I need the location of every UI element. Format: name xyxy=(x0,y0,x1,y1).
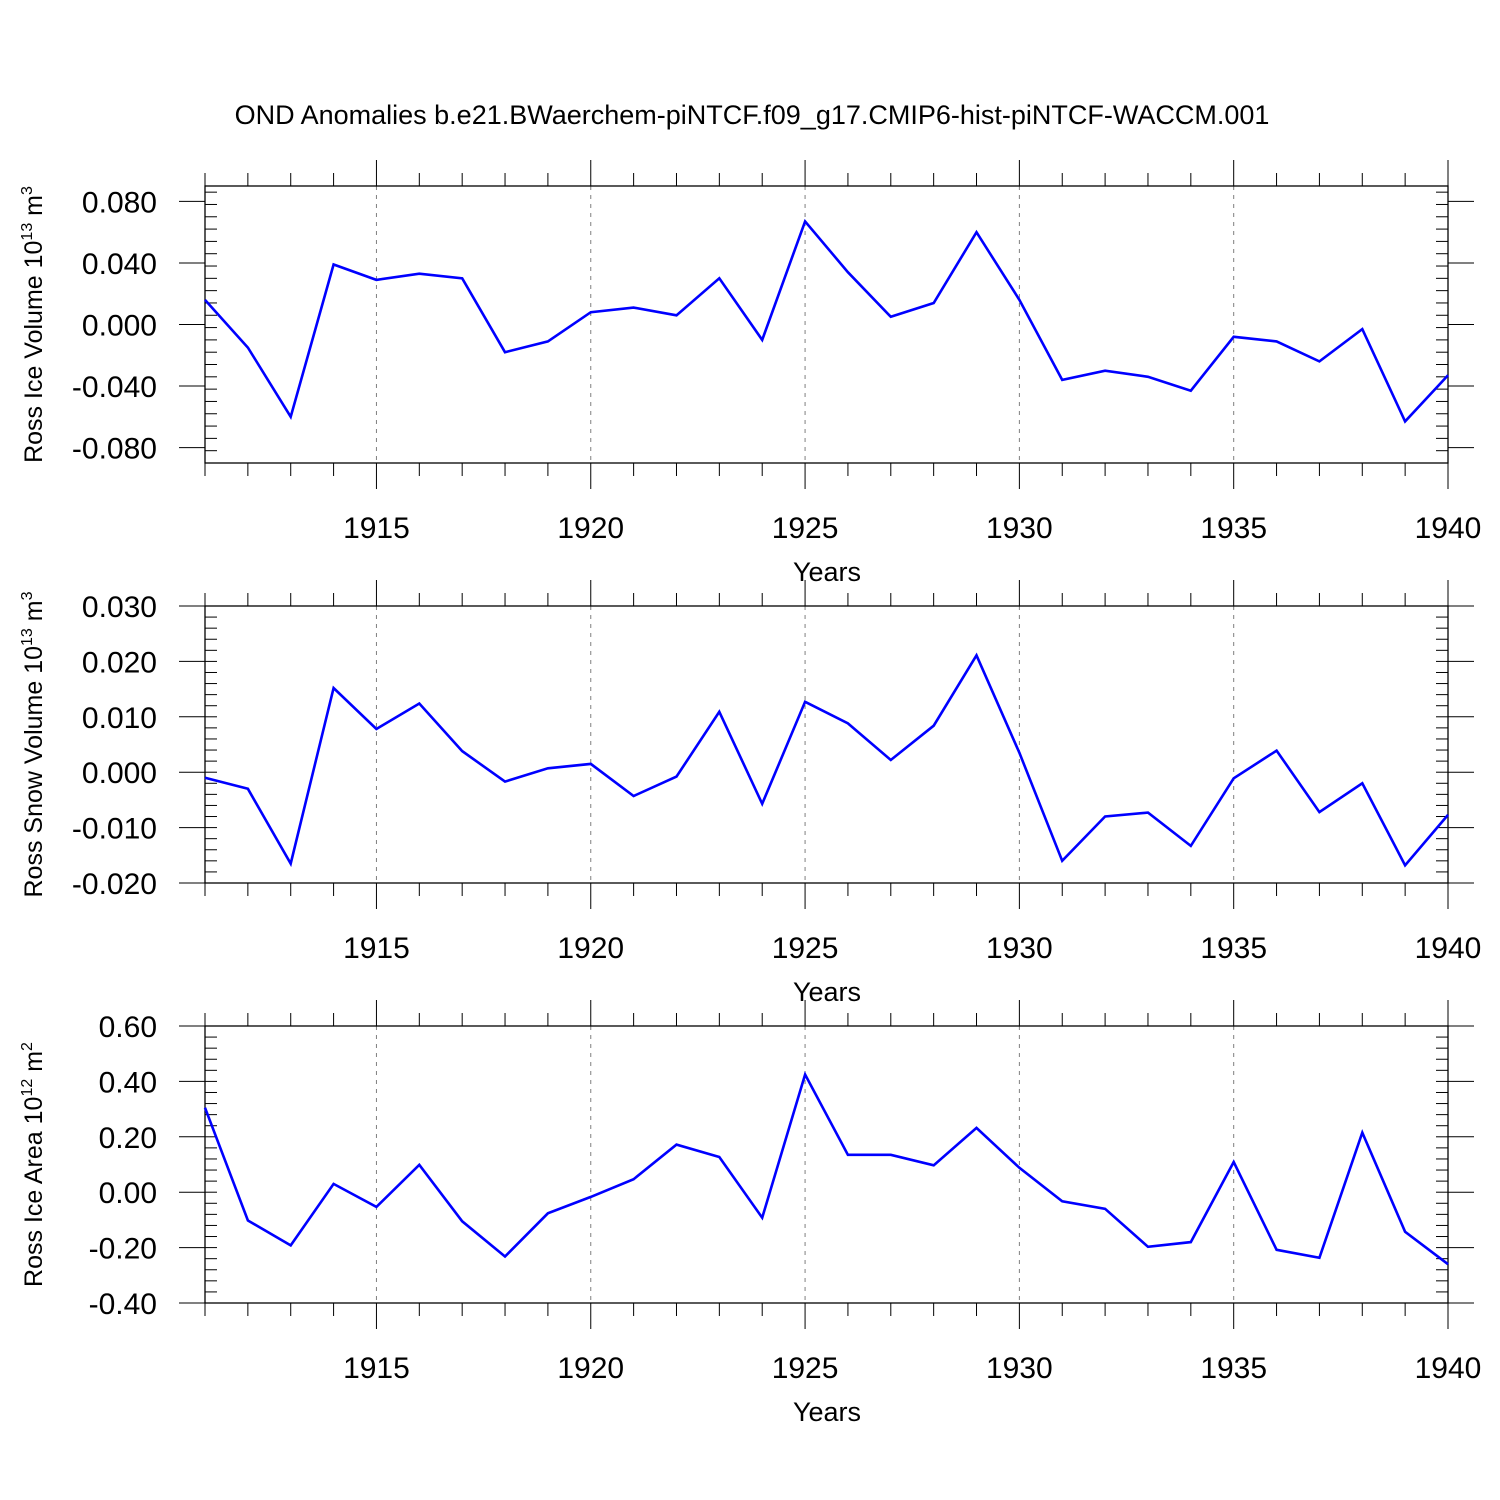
x-tick-label: 1930 xyxy=(986,932,1053,965)
y-axis-label-unit-exponent: 2 xyxy=(19,1042,36,1051)
x-tick-label: 1915 xyxy=(343,1352,410,1385)
y-tick-label: -0.040 xyxy=(72,371,157,404)
panel-1: -0.080 -0.040 0.000 0.040 0.080 1915 1920 1925 1… xyxy=(19,160,1481,587)
series-line-1 xyxy=(204,218,1449,424)
y-tick-label: 0.000 xyxy=(82,757,157,790)
y-axis-label-exponent: 12 xyxy=(19,1079,36,1097)
panel-2: -0.020 -0.010 0.000 0.010 0.020 0.030 1915 1920… xyxy=(19,580,1481,1007)
plot-frame xyxy=(204,1025,1449,1304)
y-tick-label: 0.040 xyxy=(82,248,157,281)
x-axis-label: Years xyxy=(793,1397,861,1427)
panels: -0.080 -0.040 0.000 0.040 0.080 1915 1920 1925 1… xyxy=(19,160,1481,1427)
x-tick-label: 1925 xyxy=(772,932,839,965)
y-tick-label: -0.080 xyxy=(72,433,157,466)
plot-frame xyxy=(204,185,1449,464)
y-axis-label-text: Ross Snow Volume 10 xyxy=(20,646,48,898)
x-tick-label: 1920 xyxy=(557,512,624,545)
y-tick-label: 0.010 xyxy=(82,702,157,735)
y-axis-label: Ross Ice Volume 1013 m3 xyxy=(19,186,48,463)
x-tick-label: 1925 xyxy=(772,1352,839,1385)
series-line-1 xyxy=(204,652,1449,868)
y-tick-label: -0.20 xyxy=(89,1233,157,1266)
x-tick-label: 1930 xyxy=(986,1352,1053,1385)
y-axis-label-unit-exponent: 3 xyxy=(19,591,36,600)
series-line-1 xyxy=(203,1071,1449,1266)
y-tick-label: 0.020 xyxy=(82,646,157,679)
y-axis-label: Ross Ice Area 1012 m2 xyxy=(19,1042,48,1287)
x-tick-label: 1935 xyxy=(1200,1352,1267,1385)
panel-3: -0.40 -0.20 0.00 0.20 0.40 0.60 1915 1920 1925 19… xyxy=(19,1000,1481,1427)
x-axis-label: Years xyxy=(793,557,861,587)
y-tick-label: 0.60 xyxy=(99,1011,157,1044)
y-axis-label-unit-exponent: 3 xyxy=(19,186,36,195)
y-tick-label: 0.00 xyxy=(99,1177,157,1210)
x-tick-label: 1930 xyxy=(986,512,1053,545)
y-axis-label-exponent: 13 xyxy=(19,628,36,646)
plot-frame xyxy=(204,605,1449,884)
y-axis-label-text: Ross Ice Area 10 xyxy=(20,1097,48,1287)
y-axis-label: Ross Snow Volume 1013 m3 xyxy=(19,591,48,897)
x-tick-label: 1940 xyxy=(1415,1352,1482,1385)
y-axis-label-exponent: 13 xyxy=(19,223,36,241)
x-axis-label: Years xyxy=(793,977,861,1007)
x-tick-label: 1935 xyxy=(1200,932,1267,965)
x-tick-label: 1940 xyxy=(1415,512,1482,545)
x-tick-label: 1920 xyxy=(557,932,624,965)
x-tick-label: 1915 xyxy=(343,932,410,965)
y-tick-label: 0.000 xyxy=(82,310,157,343)
y-axis-label-unit: m xyxy=(20,195,48,223)
x-tick-label: 1940 xyxy=(1415,932,1482,965)
x-tick-label: 1920 xyxy=(557,1352,624,1385)
y-tick-label: -0.010 xyxy=(72,813,157,846)
y-tick-label: -0.40 xyxy=(89,1288,157,1321)
y-axis-label-text: Ross Ice Volume 10 xyxy=(20,241,48,463)
x-tick-label: 1925 xyxy=(772,512,839,545)
x-tick-label: 1915 xyxy=(343,512,410,545)
y-tick-label: 0.20 xyxy=(99,1122,157,1155)
y-tick-label: 0.40 xyxy=(99,1066,157,1099)
y-tick-label: 0.080 xyxy=(82,186,157,219)
y-axis-label-unit: m xyxy=(20,600,48,628)
figure-title: OND Anomalies b.e21.BWaerchem-piNTCF.f09… xyxy=(235,100,1270,130)
y-tick-label: -0.020 xyxy=(72,868,157,901)
y-tick-label: 0.030 xyxy=(82,591,157,624)
x-tick-label: 1935 xyxy=(1200,512,1267,545)
y-axis-label-unit: m xyxy=(20,1051,48,1079)
